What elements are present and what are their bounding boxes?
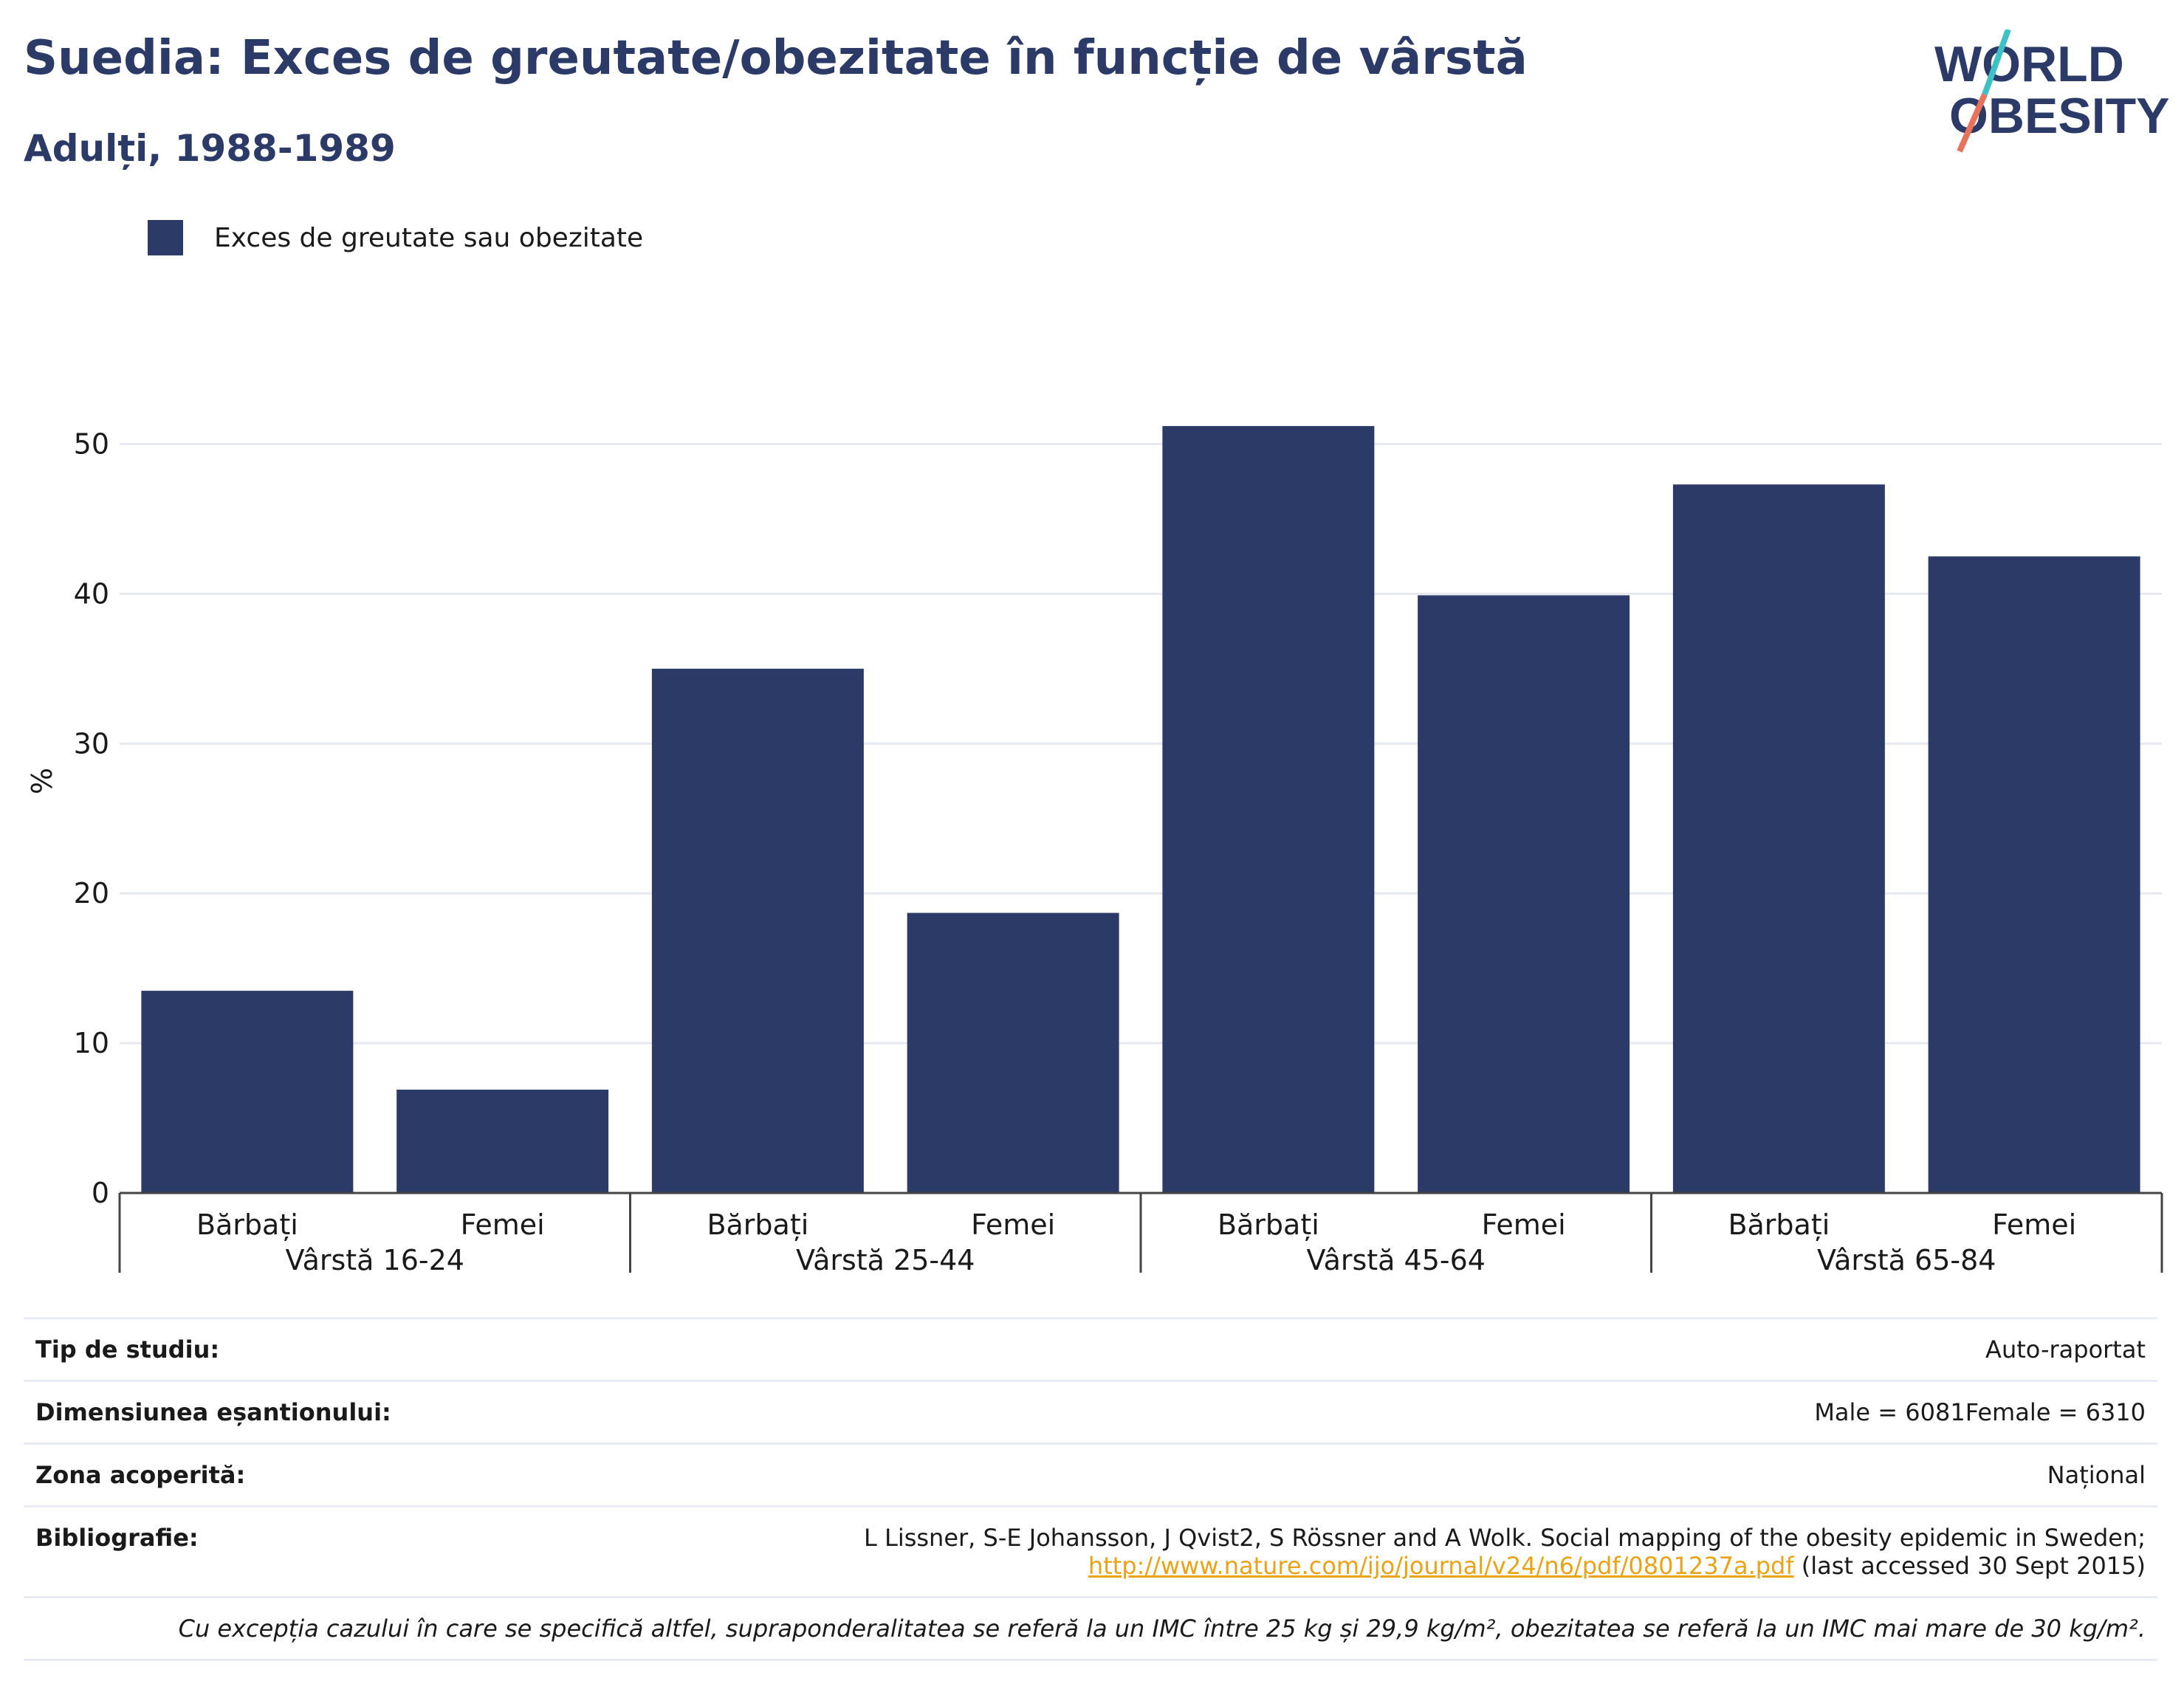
y-axis-title: % (26, 768, 58, 794)
x-tick-label: Bărbați (1728, 1208, 1830, 1241)
study-type-value: Auto-raportat (1985, 1335, 2146, 1364)
bar (396, 1089, 609, 1193)
group-label: Vârstă 45-64 (1307, 1244, 1486, 1276)
bibliography-value: L Lissner, S-E Johansson, J Qvist2, S Rö… (864, 1524, 2146, 1580)
group-label: Vârstă 25-44 (796, 1244, 975, 1276)
chart-subtitle: Adulți, 1988-1989 (24, 127, 396, 170)
x-tick-label: Femei (1482, 1208, 1566, 1241)
bibliography-text: L Lissner, S-E Johansson, J Qvist2, S Rö… (863, 1524, 2146, 1552)
bar (651, 668, 864, 1193)
bibliography-link[interactable]: http://www.nature.com/ijo/journal/v24/n6… (1088, 1552, 1794, 1580)
logo-slash-bottom (1957, 93, 1988, 153)
group-label: Vârstă 65-84 (1817, 1244, 1996, 1276)
x-tick-label: Femei (971, 1208, 1055, 1241)
x-tick-label: Bărbați (707, 1208, 808, 1241)
legend-label: Exces de greutate sau obezitate (214, 222, 644, 253)
info-row-area: Zona acoperită: Național (24, 1443, 2157, 1505)
y-tick-label: 30 (74, 727, 109, 760)
legend-swatch (148, 220, 183, 255)
y-tick-label: 0 (92, 1177, 109, 1209)
y-tick-label: 40 (74, 577, 109, 610)
group-label: Vârstă 16-24 (286, 1244, 464, 1276)
y-tick-label: 20 (74, 877, 109, 910)
x-tick-label: Bărbați (1218, 1208, 1319, 1241)
bibliography-label: Bibliografie: (35, 1524, 199, 1552)
chart-title: Suedia: Exces de greutate/obezitate în f… (24, 31, 1528, 86)
sample-label: Dimensiunea eșantionului: (35, 1398, 391, 1426)
bar (907, 912, 1119, 1193)
info-row-sample: Dimensiunea eșantionului: Male = 6081Fem… (24, 1380, 2157, 1443)
info-row-bibliography: Bibliografie: L Lissner, S-E Johansson, … (24, 1505, 2157, 1596)
footnote: Cu excepția cazului în care se specifică… (178, 1615, 2146, 1643)
logo-slash-top (1982, 30, 2011, 96)
y-tick-label: 50 (74, 427, 109, 460)
legend: Exces de greutate sau obezitate (148, 220, 643, 255)
bar (1162, 426, 1375, 1193)
bibliography-accessed: (last accessed 30 Sept 2015) (1793, 1552, 2146, 1580)
x-tick-label: Femei (461, 1208, 545, 1241)
study-type-label: Tip de studiu: (35, 1335, 220, 1364)
info-row-study-type: Tip de studiu: Auto-raportat (24, 1317, 2157, 1380)
bar (141, 991, 354, 1193)
world-obesity-logo: WORLD OBESITY (1934, 30, 2170, 153)
bar (1672, 484, 1885, 1193)
logo-line-world: WORLD (1934, 36, 2124, 92)
info-row-footnote: Cu excepția cazului în care se specifică… (24, 1596, 2157, 1661)
study-info-table: Tip de studiu: Auto-raportat Dimensiunea… (24, 1317, 2157, 1661)
bar (1928, 556, 2140, 1193)
area-label: Zona acoperită: (35, 1461, 246, 1489)
bar (1418, 595, 1630, 1193)
sample-value: Male = 6081Female = 6310 (1814, 1398, 2146, 1426)
x-tick-label: Bărbați (196, 1208, 298, 1241)
bar-chart: 0 10 20 30 40 50% Bărbați Femei Bărbați Femei Bărb… (26, 426, 2163, 1276)
y-tick-label: 10 (74, 1027, 109, 1059)
area-value: Național (2047, 1461, 2146, 1489)
x-tick-label: Femei (1992, 1208, 2076, 1241)
